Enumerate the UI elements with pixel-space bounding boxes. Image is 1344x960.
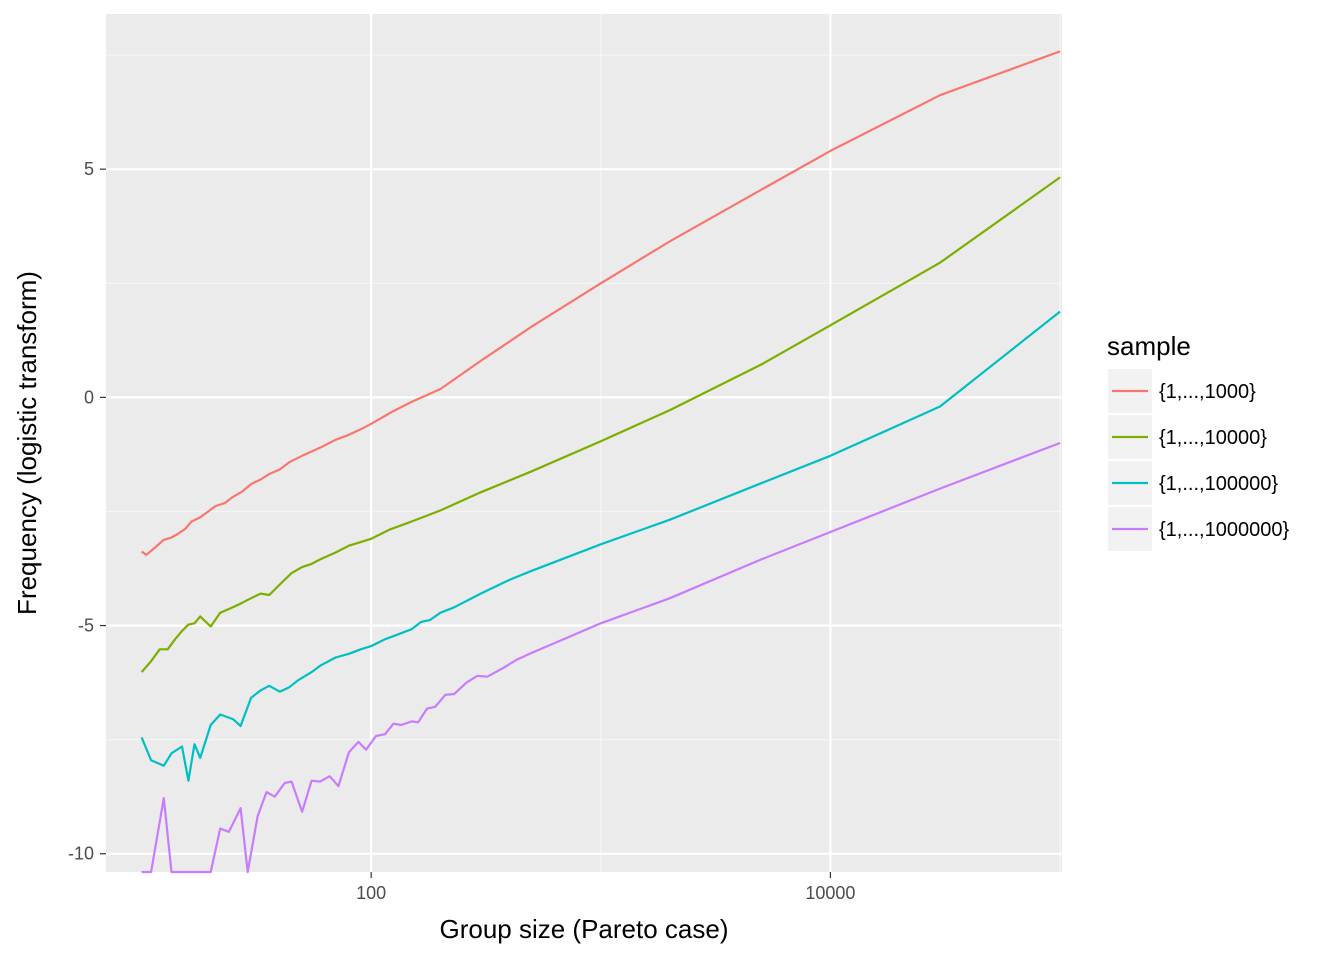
y-tick-label: 0 bbox=[84, 387, 94, 407]
y-tick-label: -5 bbox=[78, 616, 94, 636]
x-tick-label: 10000 bbox=[805, 883, 855, 903]
series-line-1 bbox=[140, 50, 1061, 556]
y-tick-label: 5 bbox=[84, 159, 94, 179]
legend-label-1: {1,...,1000} bbox=[1159, 381, 1256, 403]
legend-label-4: {1,...,1000000} bbox=[1159, 519, 1289, 541]
y-axis-title: Frequency (logistic transform) bbox=[12, 271, 42, 615]
legend-label-2: {1,...,10000} bbox=[1159, 427, 1267, 449]
series-lines bbox=[140, 50, 1061, 874]
legend-title: sample bbox=[1107, 331, 1191, 361]
major-gridlines bbox=[106, 14, 1062, 872]
series-line-2 bbox=[140, 176, 1061, 673]
x-tick-label: 100 bbox=[356, 883, 386, 903]
x-axis-title: Group size (Pareto case) bbox=[439, 914, 728, 944]
legend-label-3: {1,...,100000} bbox=[1159, 473, 1278, 495]
series-line-3 bbox=[140, 310, 1061, 782]
legend-items: {1,...,1000} {1,...,10000} {1,...,100000} {… bbox=[1108, 369, 1289, 551]
series-line-4 bbox=[141, 441, 1061, 874]
legend: sample {1,...,1000}{1,...,10000}{1,...,1… bbox=[1107, 331, 1289, 551]
y-axis: 5 0 -5 -10 bbox=[68, 159, 106, 864]
y-tick-label: -10 bbox=[68, 844, 94, 864]
x-axis: 100 10000 bbox=[356, 872, 855, 903]
plot-panel bbox=[106, 14, 1062, 872]
